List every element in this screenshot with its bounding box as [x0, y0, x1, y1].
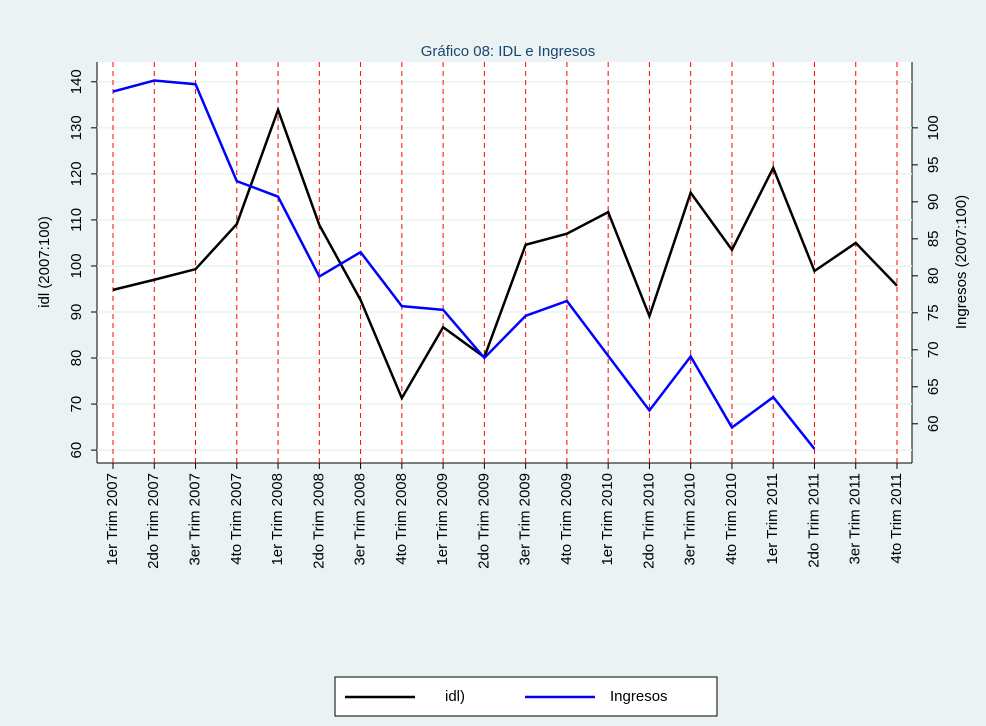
y2-tick-label: 95	[925, 156, 942, 173]
y2-tick-label: 80	[925, 267, 942, 284]
y-tick-label: 80	[68, 350, 85, 367]
plot-area	[97, 62, 912, 463]
x-tick-label: 1er Trim 2007	[104, 473, 121, 566]
y-tick-label: 110	[68, 208, 85, 232]
x-tick-label: 1er Trim 2008	[269, 473, 286, 566]
y2-tick-label: 70	[925, 341, 942, 358]
x-tick-label: 1er Trim 2010	[599, 473, 616, 566]
y-tick-label: 140	[68, 69, 85, 94]
x-tick-label: 2do Trim 2008	[310, 473, 327, 569]
y-tick-label: 130	[68, 115, 85, 140]
y2-tick-label: 75	[925, 304, 942, 321]
x-tick-label: 4to Trim 2010	[723, 473, 740, 565]
y-tick-label: 90	[68, 304, 85, 321]
y-axis-title: idl (2007:100)	[36, 216, 53, 308]
x-tick-label: 1er Trim 2009	[434, 473, 451, 566]
series-line	[112, 106, 898, 401]
x-tick-label: 4to Trim 2011	[888, 473, 905, 564]
x-tick-label: 4to Trim 2008	[393, 473, 410, 565]
legend-label: Ingresos	[610, 688, 668, 705]
chart-title: Gráfico 08: IDL e Ingresos	[421, 43, 596, 60]
y2-tick-label: 65	[925, 378, 942, 395]
y2-tick-label: 85	[925, 230, 942, 247]
y-tick-label: 100	[68, 253, 85, 278]
x-tick-label: 3er Trim 2010	[682, 473, 699, 566]
x-tick-label: 2do Trim 2010	[640, 473, 657, 569]
y-tick-label: 70	[68, 396, 85, 413]
x-tick-label: 2do Trim 2009	[475, 473, 492, 569]
x-tick-label: 3er Trim 2007	[186, 473, 203, 566]
x-tick-label: 3er Trim 2008	[352, 473, 369, 566]
x-tick-label: 3er Trim 2011	[847, 473, 864, 564]
y-tick-label: 120	[68, 161, 85, 186]
y2-tick-label: 60	[925, 415, 942, 432]
x-tick-label: 4to Trim 2009	[558, 473, 575, 565]
y2-tick-label: 100	[925, 115, 942, 140]
x-tick-label: 2do Trim 2007	[145, 473, 162, 569]
x-tick-label: 2do Trim 2011	[805, 473, 822, 568]
y2-axis-title: Ingresos (2007:100)	[953, 195, 970, 329]
x-tick-label: 3er Trim 2009	[517, 473, 534, 566]
y-tick-label: 60	[68, 442, 85, 459]
y2-tick-label: 90	[925, 193, 942, 210]
x-tick-label: 4to Trim 2007	[228, 473, 245, 565]
legend-label: idl)	[445, 688, 465, 705]
x-tick-label: 1er Trim 2011	[764, 473, 781, 564]
series-line	[112, 79, 816, 450]
